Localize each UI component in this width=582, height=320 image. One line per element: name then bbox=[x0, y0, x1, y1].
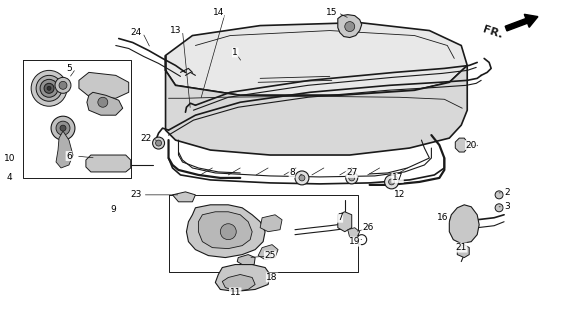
Polygon shape bbox=[56, 131, 73, 168]
Circle shape bbox=[389, 179, 395, 185]
Text: 12: 12 bbox=[394, 190, 405, 199]
Circle shape bbox=[44, 83, 54, 93]
Polygon shape bbox=[222, 275, 255, 292]
Text: 19: 19 bbox=[349, 237, 360, 246]
Polygon shape bbox=[260, 215, 282, 232]
Circle shape bbox=[495, 191, 503, 199]
Polygon shape bbox=[79, 72, 129, 98]
Text: 10: 10 bbox=[3, 154, 15, 163]
Circle shape bbox=[349, 175, 354, 181]
Polygon shape bbox=[455, 138, 467, 152]
Circle shape bbox=[51, 116, 75, 140]
Text: 26: 26 bbox=[362, 223, 374, 232]
Circle shape bbox=[155, 140, 162, 146]
Polygon shape bbox=[449, 205, 479, 244]
Circle shape bbox=[152, 137, 165, 149]
Text: 17: 17 bbox=[392, 173, 403, 182]
Text: 1: 1 bbox=[232, 48, 238, 57]
Text: 4: 4 bbox=[6, 173, 12, 182]
Polygon shape bbox=[198, 212, 252, 249]
Text: 22: 22 bbox=[140, 133, 151, 143]
Text: 23: 23 bbox=[130, 190, 141, 199]
Circle shape bbox=[98, 97, 108, 107]
Text: 21: 21 bbox=[456, 243, 467, 252]
Polygon shape bbox=[86, 155, 131, 172]
Text: 25: 25 bbox=[264, 251, 276, 260]
Text: 27: 27 bbox=[346, 168, 357, 178]
Circle shape bbox=[55, 77, 71, 93]
Circle shape bbox=[299, 175, 305, 181]
Text: 2: 2 bbox=[504, 188, 510, 197]
Polygon shape bbox=[258, 244, 278, 260]
Text: 7: 7 bbox=[337, 213, 343, 222]
Polygon shape bbox=[186, 205, 265, 258]
Circle shape bbox=[40, 79, 58, 97]
Circle shape bbox=[385, 175, 399, 189]
Text: 9: 9 bbox=[110, 205, 116, 214]
Polygon shape bbox=[338, 15, 361, 37]
Circle shape bbox=[31, 70, 67, 106]
Text: 8: 8 bbox=[289, 168, 295, 178]
Text: 14: 14 bbox=[212, 8, 224, 17]
Text: 15: 15 bbox=[326, 8, 338, 17]
Circle shape bbox=[346, 172, 358, 184]
Polygon shape bbox=[165, 55, 467, 155]
Text: 6: 6 bbox=[66, 151, 72, 161]
Text: 13: 13 bbox=[170, 26, 181, 35]
Polygon shape bbox=[165, 23, 467, 95]
Circle shape bbox=[56, 121, 70, 135]
Text: 3: 3 bbox=[504, 202, 510, 211]
Circle shape bbox=[495, 204, 503, 212]
Polygon shape bbox=[87, 92, 123, 115]
Polygon shape bbox=[348, 228, 360, 238]
Polygon shape bbox=[457, 244, 469, 258]
Polygon shape bbox=[338, 212, 352, 232]
Circle shape bbox=[36, 76, 62, 101]
Text: 16: 16 bbox=[436, 213, 448, 222]
Polygon shape bbox=[172, 192, 196, 202]
Text: 5: 5 bbox=[66, 64, 72, 73]
Circle shape bbox=[295, 171, 309, 185]
Polygon shape bbox=[215, 265, 270, 292]
Circle shape bbox=[60, 125, 66, 131]
Polygon shape bbox=[237, 255, 255, 265]
Circle shape bbox=[345, 22, 354, 32]
FancyArrow shape bbox=[505, 14, 538, 31]
Text: 11: 11 bbox=[229, 288, 241, 297]
Circle shape bbox=[59, 81, 67, 89]
Circle shape bbox=[221, 224, 236, 240]
Text: 18: 18 bbox=[267, 273, 278, 282]
Text: FR.: FR. bbox=[481, 25, 504, 40]
Text: 24: 24 bbox=[130, 28, 141, 37]
Text: 20: 20 bbox=[466, 140, 477, 149]
Circle shape bbox=[47, 86, 51, 90]
